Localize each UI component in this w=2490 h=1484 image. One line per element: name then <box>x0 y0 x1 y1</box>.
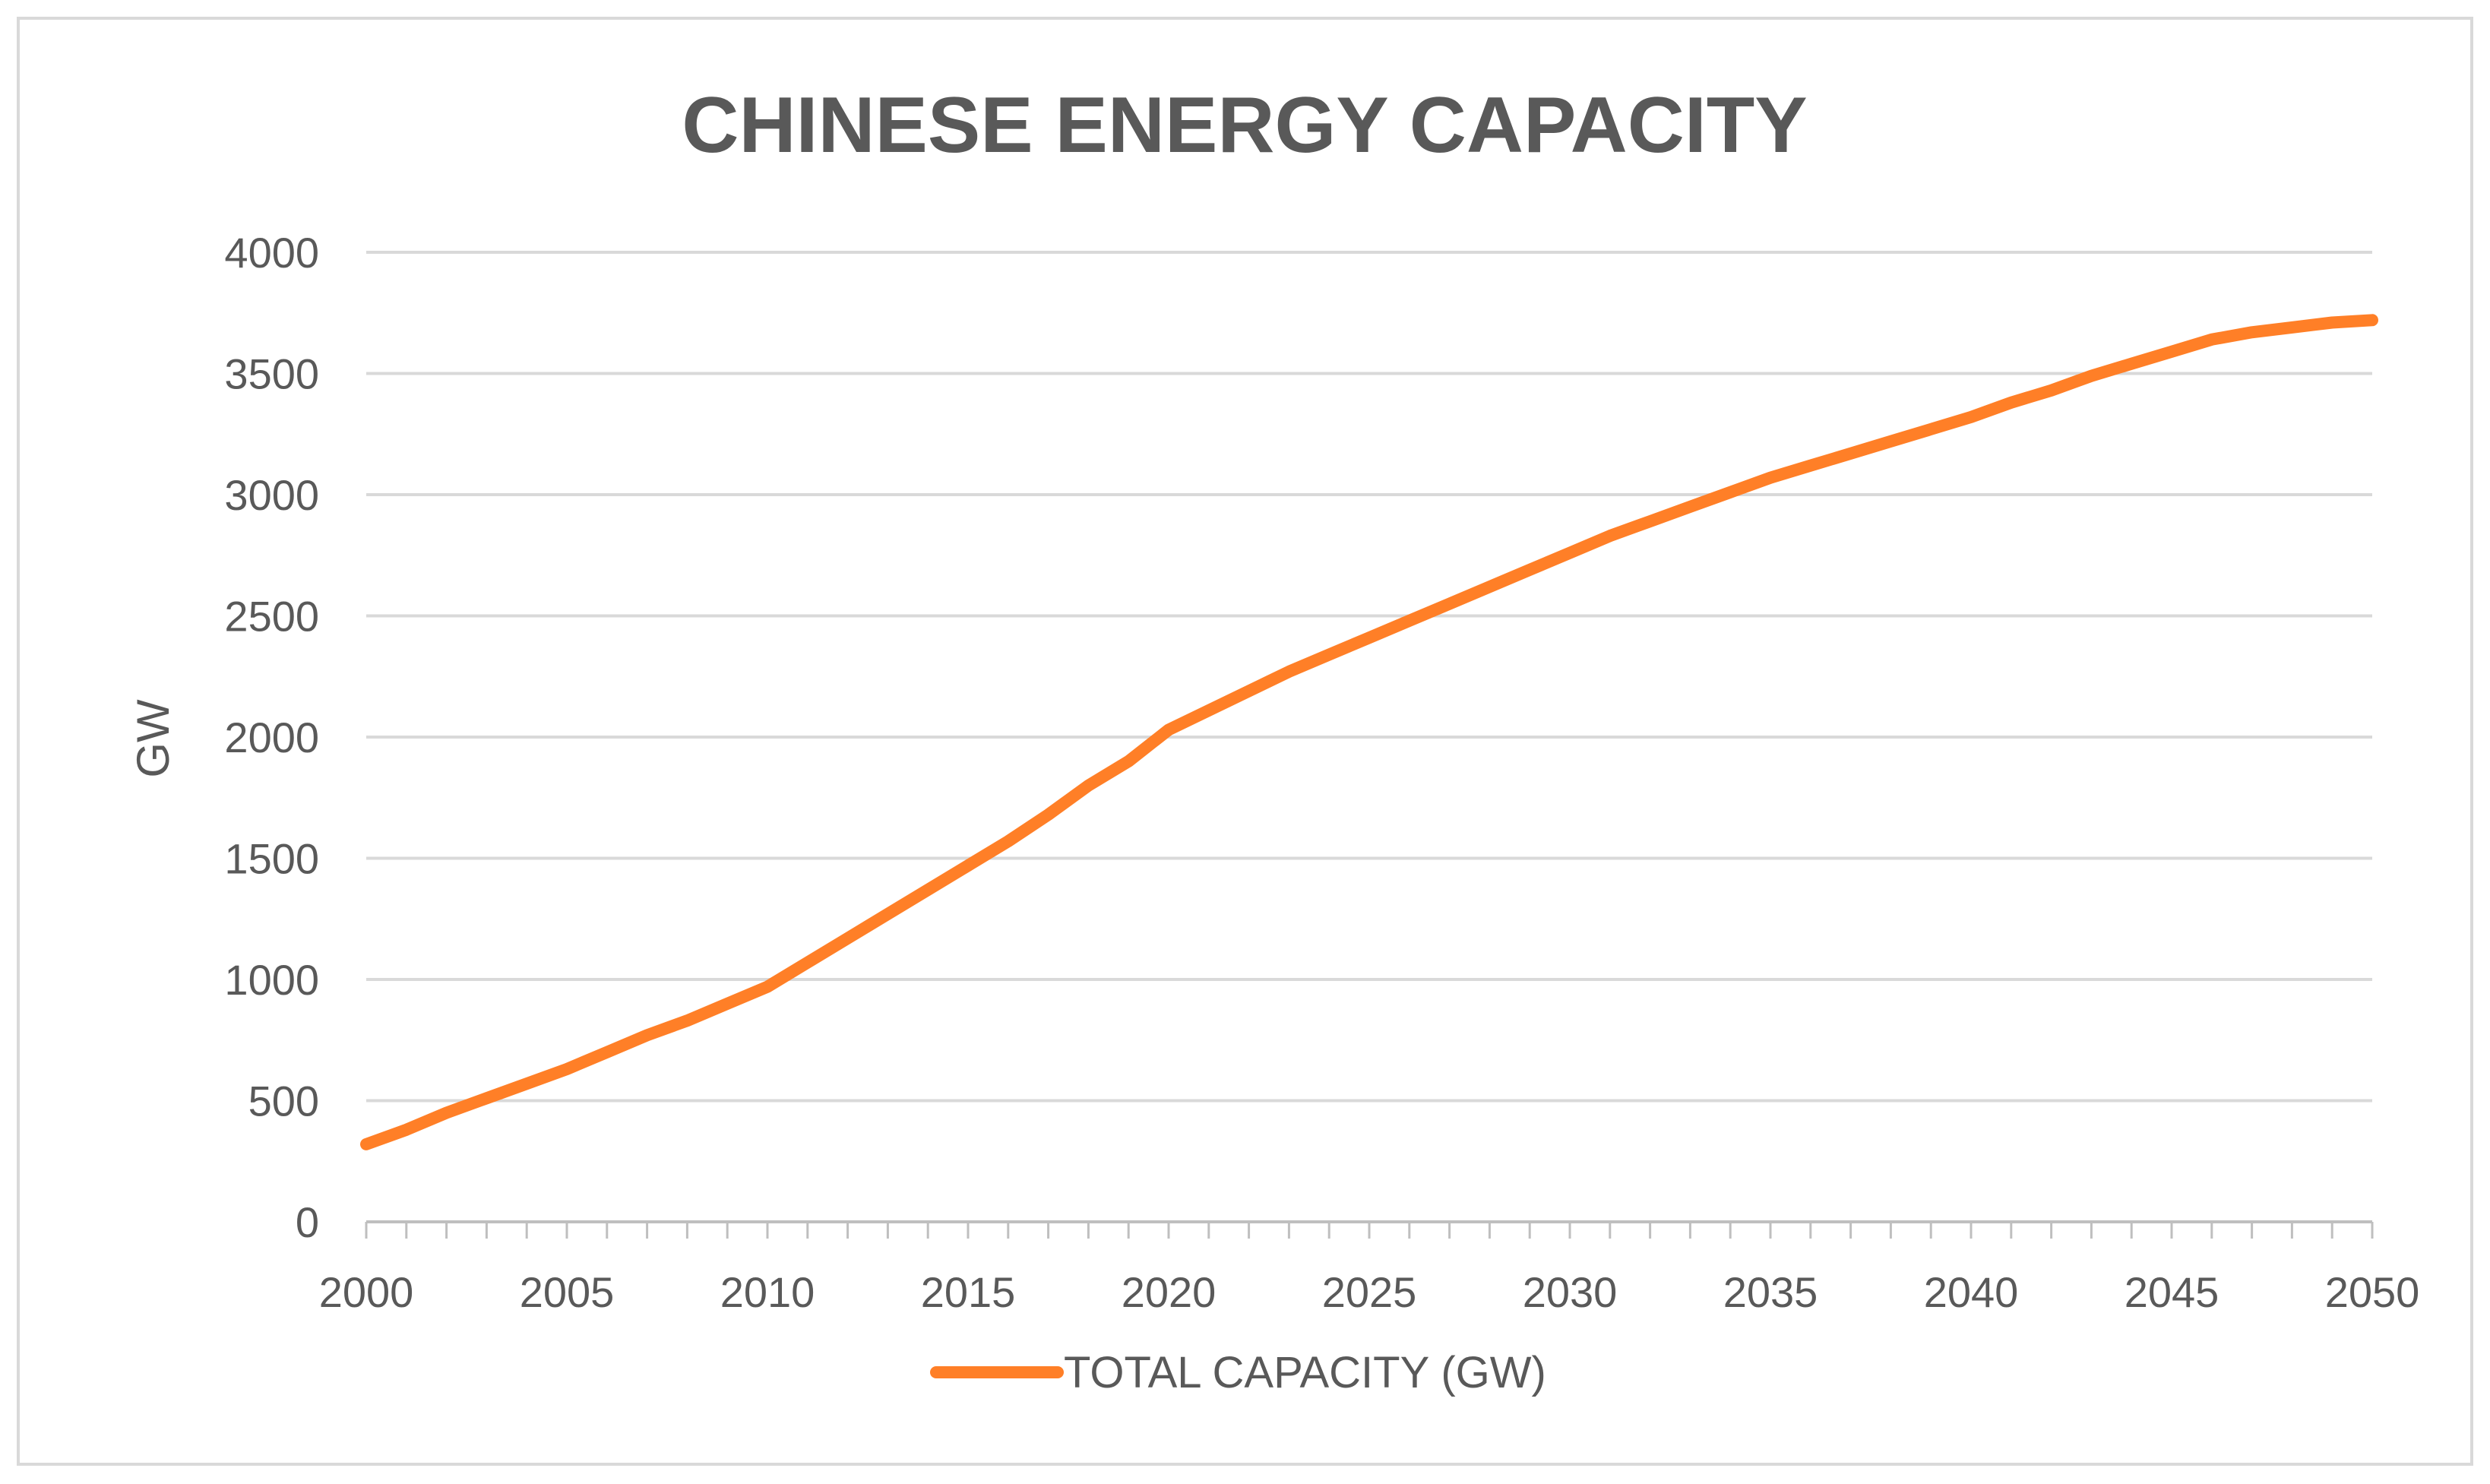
x-tick-label-2030: 2030 <box>1523 1268 1618 1316</box>
series-layer <box>360 314 2378 1150</box>
x-tick-label-2025: 2025 <box>1322 1268 1417 1316</box>
legend[interactable]: TOTAL CAPACITY (GW) <box>930 1348 1546 1397</box>
x-tick-label-2015: 2015 <box>921 1268 1016 1316</box>
x-axis <box>365 1220 2374 1239</box>
y-tick-label-0: 0 <box>296 1198 319 1246</box>
y-tick-label-1500: 1500 <box>224 835 319 883</box>
y-tick-label-1000: 1000 <box>224 956 319 1004</box>
x-tick-label-2035: 2035 <box>1723 1268 1818 1316</box>
gridlines <box>366 251 2372 1103</box>
y-tick-label-2000: 2000 <box>224 714 319 761</box>
chart-title: CHINESE ENERGY CAPACITY <box>682 81 1807 169</box>
series-line-total-capacity <box>360 314 2378 1150</box>
x-tick-label-2000: 2000 <box>319 1268 414 1316</box>
y-axis-label: GW <box>128 699 179 778</box>
legend-label-total-capacity: TOTAL CAPACITY (GW) <box>1064 1348 1546 1397</box>
chart-frame <box>17 17 2473 1466</box>
x-tick-label-2045: 2045 <box>2125 1268 2219 1316</box>
x-tick-label-2020: 2020 <box>1122 1268 1217 1316</box>
y-tick-label-500: 500 <box>248 1077 319 1125</box>
y-tick-label-3500: 3500 <box>224 350 319 398</box>
y-axis: 0 500 1000 1500 2000 2500 3000 3500 4000 <box>224 229 319 1246</box>
x-tick-label-2040: 2040 <box>1924 1268 2019 1316</box>
y-tick-label-4000: 4000 <box>224 229 319 277</box>
x-tick-label-2010: 2010 <box>720 1268 815 1316</box>
y-tick-label-3000: 3000 <box>224 471 319 519</box>
y-tick-label-2500: 2500 <box>224 593 319 641</box>
x-axis-tick-labels: 2000 2005 2010 2015 2020 2025 2030 2035 2040 2045… <box>319 1268 2420 1316</box>
x-tick-label-2005: 2005 <box>520 1268 615 1316</box>
x-tick-label-2050: 2050 <box>2325 1268 2420 1316</box>
